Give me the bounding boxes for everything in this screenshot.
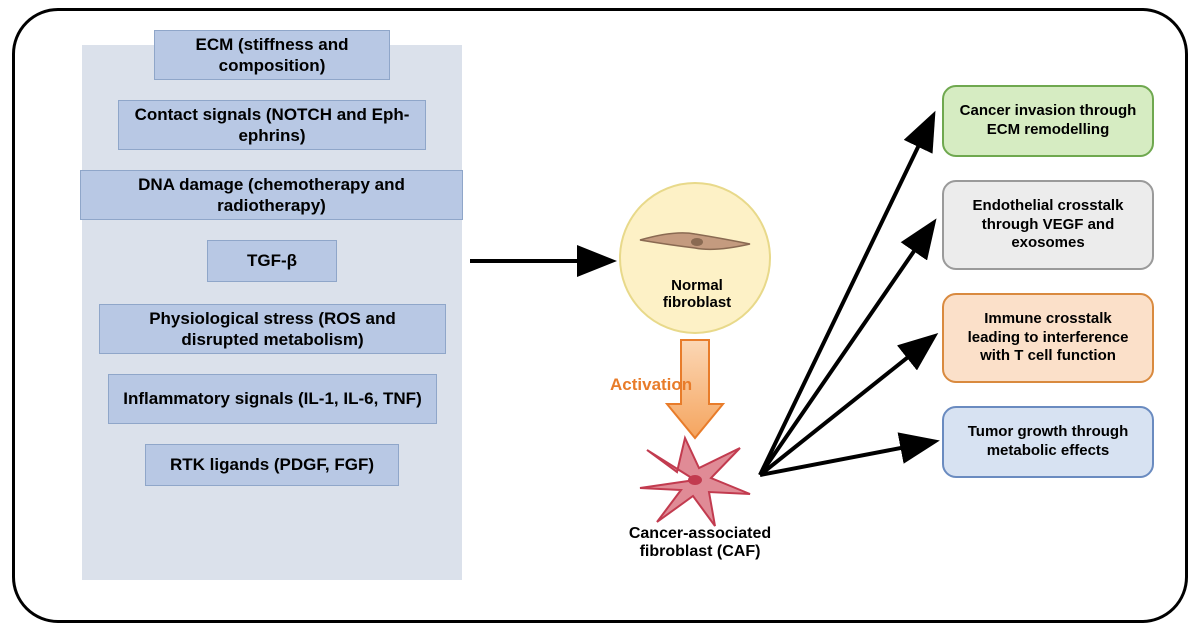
flow-arrows <box>0 0 1200 631</box>
diagram-canvas: ECM (stiffness and composition)Contact s… <box>0 0 1200 631</box>
